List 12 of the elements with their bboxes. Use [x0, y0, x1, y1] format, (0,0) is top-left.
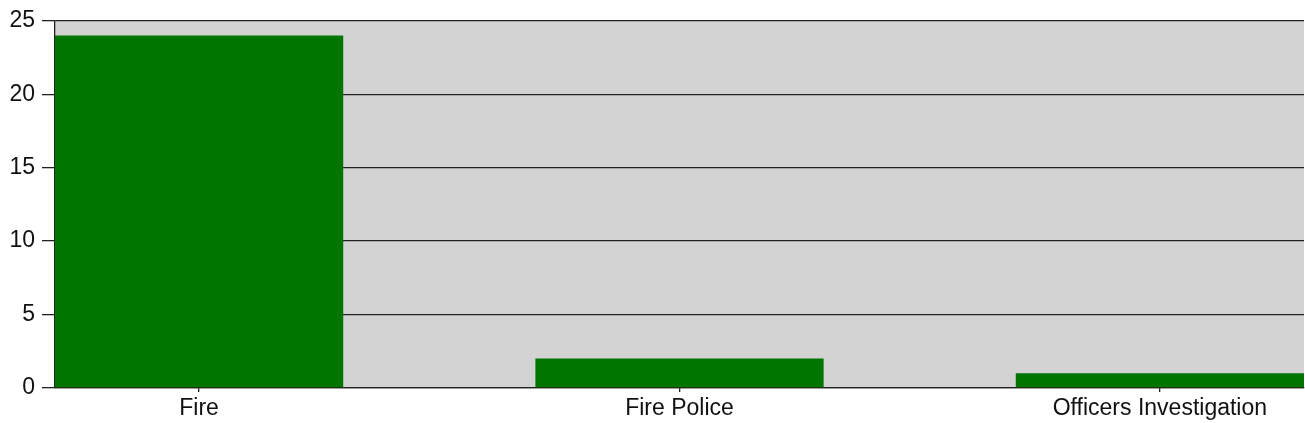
- bar: [535, 358, 824, 388]
- y-tick-label: 15: [9, 153, 35, 180]
- y-tick-label: 20: [9, 79, 35, 106]
- bar: [1015, 373, 1304, 388]
- y-tick-label: 0: [22, 373, 35, 400]
- x-tick-label: Officers Investigation: [1052, 394, 1268, 421]
- x-tick-label: Fire: [179, 394, 219, 421]
- x-tick-label: Fire Police: [625, 394, 734, 421]
- y-tick-label: 5: [22, 299, 35, 326]
- y-tick-label: 10: [9, 226, 35, 253]
- bar: [55, 35, 344, 388]
- y-tick-label: 25: [9, 6, 35, 33]
